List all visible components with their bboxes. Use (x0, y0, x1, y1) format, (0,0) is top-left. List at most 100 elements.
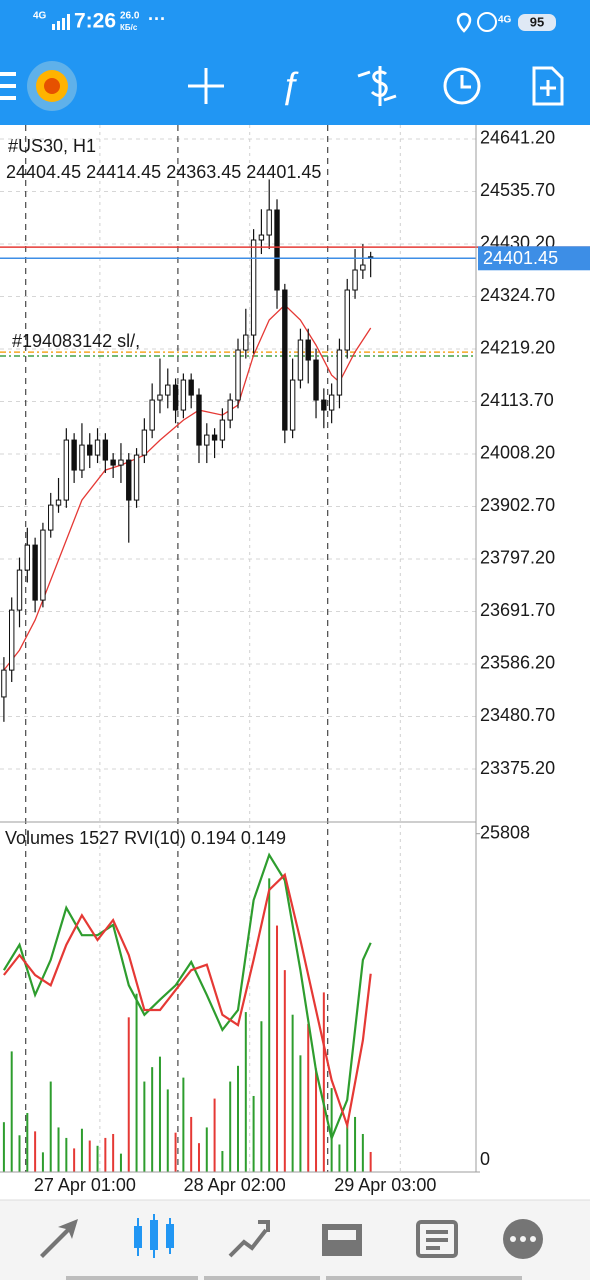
history-tab[interactable] (322, 1224, 362, 1256)
volume-bar (41, 1152, 44, 1172)
timeframe-button[interactable] (443, 67, 481, 105)
candle-body (328, 394, 335, 411)
candle-body (172, 384, 179, 411)
volume-bar (338, 1144, 341, 1172)
app-logo[interactable] (27, 61, 77, 111)
candle-body (219, 419, 226, 441)
volume-bar (80, 1128, 83, 1172)
candle-body (227, 399, 233, 421)
high-value: 24414.45 (86, 162, 161, 182)
x-tick-label: 29 Apr 03:00 (334, 1175, 436, 1195)
quotes-tab[interactable] (40, 1219, 78, 1258)
candle-body (9, 609, 15, 671)
candle-body (55, 499, 62, 506)
volume-bar (49, 1081, 52, 1172)
candle-body (63, 439, 70, 501)
volume-bar (229, 1081, 232, 1172)
volume-bar (151, 1067, 154, 1172)
volume-bar (221, 1151, 224, 1172)
candle-body (102, 439, 109, 461)
volumes-label: Volumes (5, 828, 74, 848)
indicator-readout: Volumes 1527 RVI(10) 0.194 0.149 (5, 828, 286, 848)
volume-bar (112, 1133, 115, 1172)
battery-level: 95 (530, 14, 544, 29)
candle-body (313, 359, 319, 401)
volume-bar (213, 1098, 216, 1172)
volume-bar (354, 1116, 357, 1172)
volume-bar (174, 1132, 177, 1172)
volume-bar (88, 1140, 91, 1172)
rvi-label: RVI(10) (124, 828, 186, 848)
candle-body (16, 569, 23, 611)
low-value: 24363.45 (166, 162, 241, 182)
volume-bar (182, 1077, 185, 1172)
candle-body (87, 444, 93, 456)
bluetooth-icon (477, 12, 497, 32)
chat-tab[interactable] (503, 1219, 543, 1259)
candle-body (196, 394, 202, 446)
candle-body (297, 339, 304, 381)
y-tick-label: 23586.20 (480, 653, 555, 673)
speed: 26.0 (120, 11, 140, 22)
volume-bar (268, 878, 271, 1172)
volume-value: 1527 (79, 828, 119, 848)
volume-bar (330, 1088, 333, 1172)
volume-bar (104, 1137, 107, 1172)
trade-tab[interactable] (228, 1220, 270, 1258)
candle-body (32, 544, 38, 601)
candle-body (40, 529, 46, 601)
order-label: #194083142 sl/, (12, 331, 140, 351)
candle-body (118, 459, 124, 466)
close-value: 24401.45 (246, 162, 321, 182)
volume-bar (73, 1148, 76, 1172)
y-tick-label: 24324.70 (480, 285, 555, 305)
network: 4G (33, 11, 47, 22)
candle-body (344, 289, 350, 351)
network2: 4G (498, 15, 512, 26)
chart-tab[interactable] (134, 1214, 174, 1258)
y-tick-label: 24113.70 (480, 390, 554, 410)
objects-button[interactable] (532, 66, 564, 106)
y-tick-label: 25808 (480, 822, 530, 842)
y-tick-label: 0 (480, 1149, 490, 1169)
chart-title: #US30, H1 (8, 136, 96, 156)
candle-body (149, 399, 155, 431)
nav-indicator (66, 1276, 198, 1280)
nav-indicator (204, 1276, 320, 1280)
y-tick-label: 23797.20 (480, 548, 555, 568)
crosshair-button[interactable] (188, 68, 224, 104)
rvi-line (2, 852, 372, 1143)
news-tab[interactable] (416, 1220, 458, 1258)
candle-body (360, 264, 366, 271)
volume-bar (369, 1151, 372, 1172)
volume-bar (65, 1137, 68, 1172)
volume-bar (244, 1012, 247, 1172)
battery (518, 14, 556, 31)
candle-body (180, 379, 187, 411)
indicators-button[interactable]: ƒ (280, 65, 300, 107)
volume-bar (18, 1135, 21, 1172)
volume-bar (205, 1127, 208, 1172)
bid-price-label: 24401.45 (483, 248, 558, 268)
ohlc-readout: 24404.45 24414.45 24363.45 24401.45 (6, 162, 321, 182)
candle-body (24, 544, 31, 571)
volume-bar (135, 993, 138, 1172)
trade-button[interactable] (357, 66, 397, 106)
candle-body (141, 429, 148, 456)
candle-body (204, 434, 210, 446)
y-tick-label: 24219.20 (480, 338, 555, 358)
volume-bar (237, 1065, 239, 1172)
candle-body (282, 289, 288, 431)
y-tick-label: 24535.70 (480, 180, 555, 200)
candle-body (126, 459, 132, 501)
volume-bar (10, 1051, 13, 1172)
chart: 24641.2024535.7024430.2024324.7024219.20… (0, 125, 590, 1195)
volume-bar (127, 1017, 130, 1172)
menu-button[interactable] (0, 72, 16, 100)
y-tick-label: 23375.20 (480, 758, 555, 778)
candle-body (157, 394, 163, 401)
volume-bar (2, 1122, 5, 1172)
